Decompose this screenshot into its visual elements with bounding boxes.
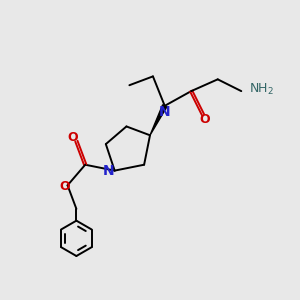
Text: N: N [103, 164, 115, 178]
Text: O: O [59, 180, 70, 193]
Text: O: O [68, 131, 78, 144]
Text: NH$_2$: NH$_2$ [249, 82, 274, 97]
Text: N: N [159, 105, 170, 119]
Text: O: O [199, 112, 210, 126]
Polygon shape [150, 105, 167, 135]
